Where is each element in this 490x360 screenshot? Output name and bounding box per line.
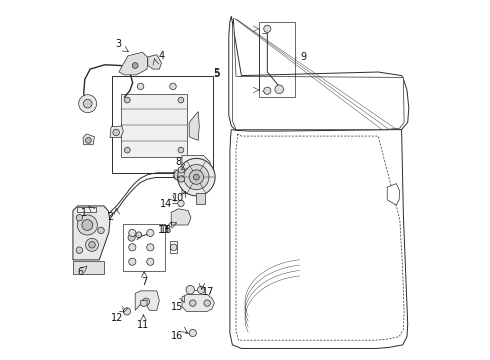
Circle shape [171,244,177,251]
Text: 10: 10 [172,193,185,203]
Circle shape [76,247,83,253]
Circle shape [194,174,199,180]
Polygon shape [135,291,159,310]
Text: 18: 18 [160,225,172,235]
Circle shape [204,300,210,306]
Text: 5: 5 [214,68,220,78]
Circle shape [147,244,154,251]
Circle shape [143,298,149,305]
Circle shape [137,83,144,90]
Circle shape [113,129,120,136]
Circle shape [174,170,185,181]
Polygon shape [148,55,162,69]
Circle shape [83,99,92,108]
Text: 9: 9 [300,51,306,62]
Circle shape [98,227,104,234]
Polygon shape [73,206,110,260]
Text: 11: 11 [137,320,149,330]
Circle shape [129,244,136,251]
Text: 13: 13 [158,225,170,235]
Circle shape [89,242,95,248]
Circle shape [178,147,184,153]
Text: 17: 17 [202,287,215,297]
Polygon shape [189,112,199,140]
Polygon shape [229,16,409,131]
Polygon shape [119,52,148,75]
Circle shape [178,200,184,207]
Circle shape [197,286,205,293]
Circle shape [124,147,130,153]
Circle shape [189,170,204,184]
Text: 7: 7 [141,276,147,287]
Bar [196,193,205,204]
Polygon shape [178,158,215,196]
Text: 1: 1 [81,208,87,218]
Circle shape [186,285,195,294]
Bar [123,224,165,271]
Circle shape [128,234,135,241]
Polygon shape [73,261,104,274]
Circle shape [264,87,271,94]
Polygon shape [232,18,404,130]
Bar [121,94,187,157]
Circle shape [123,308,130,315]
Polygon shape [141,301,147,307]
Bar [170,241,176,253]
Circle shape [82,220,93,230]
Text: 8: 8 [175,157,181,167]
Text: 2: 2 [107,212,113,222]
Text: 15: 15 [171,302,184,312]
Circle shape [170,83,176,90]
Circle shape [76,215,83,221]
Polygon shape [230,130,408,348]
Circle shape [178,176,185,182]
Circle shape [79,95,97,113]
Polygon shape [110,126,123,138]
Circle shape [86,138,91,143]
Circle shape [178,167,185,173]
Polygon shape [182,294,215,311]
Bar [112,76,213,173]
Circle shape [178,97,184,103]
Text: 3: 3 [115,39,122,49]
Polygon shape [182,156,210,193]
Circle shape [124,97,130,103]
Text: 5: 5 [213,69,220,79]
Circle shape [178,218,184,225]
Polygon shape [171,209,191,225]
Text: 12: 12 [111,312,123,323]
Circle shape [184,165,209,190]
Text: 16: 16 [171,330,183,341]
Circle shape [147,258,154,265]
Circle shape [190,300,196,306]
Text: 14: 14 [160,199,172,210]
Circle shape [275,85,284,94]
Circle shape [129,258,136,265]
Circle shape [129,229,136,237]
Circle shape [189,329,196,337]
Polygon shape [387,184,400,205]
Circle shape [86,238,98,251]
Circle shape [132,63,138,68]
Circle shape [184,161,191,167]
Text: 4: 4 [158,51,165,61]
Bar [259,22,295,97]
Circle shape [147,229,154,237]
Bar [76,207,97,212]
Polygon shape [83,134,95,145]
Circle shape [136,232,142,238]
Text: 6: 6 [77,267,83,277]
Circle shape [264,25,271,32]
Circle shape [77,215,98,235]
